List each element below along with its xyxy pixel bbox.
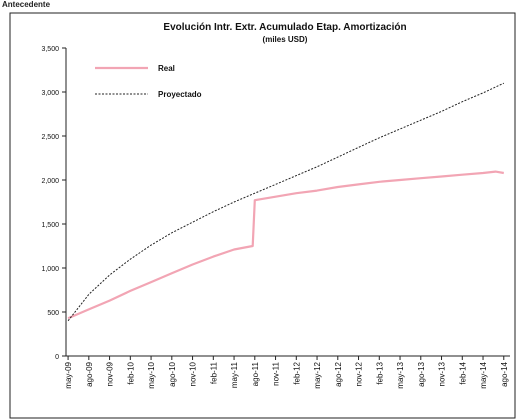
x-tick-label: feb-11 — [209, 361, 218, 384]
series-line-proyectado — [67, 82, 505, 322]
x-tick-label: may-12 — [313, 361, 322, 388]
x-tick-label: ago-09 — [85, 361, 94, 386]
x-tick-label: nov-10 — [189, 361, 198, 386]
x-tick-label: feb-10 — [126, 361, 135, 384]
x-tick-label: ago-11 — [251, 361, 260, 386]
y-tick-label: 3,500 — [41, 46, 59, 53]
legend: Real Proyectado — [95, 64, 202, 99]
x-tick-label: feb-13 — [375, 361, 384, 384]
x-tick-label: nov-13 — [438, 361, 447, 386]
x-tick-label: may-09 — [64, 361, 73, 388]
series-line-real — [67, 170, 504, 320]
y-tick-label: 2,500 — [41, 134, 59, 141]
header-caption: Antecedente — [2, 0, 51, 9]
y-tick-label: 500 — [47, 310, 59, 317]
chart-frame — [9, 12, 516, 419]
axes: 0 500 1,000 1,500 2,000 2,500 3,000 3,500 may-09… — [41, 46, 510, 389]
legend-label-proyectado: Proyectado — [158, 90, 202, 99]
x-tick-label: may-14 — [479, 361, 488, 388]
x-tick-label: may-10 — [147, 361, 156, 388]
y-tick-label: 3,000 — [41, 90, 59, 97]
x-tick-label: may-13 — [396, 361, 405, 388]
legend-label-real: Real — [158, 64, 175, 73]
y-tick-label: 1,500 — [41, 222, 59, 229]
x-tick-label: nov-11 — [272, 361, 281, 385]
chart-title: Evolución Intr. Extr. Acumulado Etap. Am… — [163, 22, 406, 33]
x-tick-label: nov-12 — [355, 361, 364, 386]
x-tick-label: ago-13 — [417, 361, 426, 386]
y-tick-label: 0 — [55, 354, 59, 361]
chart-subtitle: (miles USD) — [263, 35, 308, 44]
x-tick-label: ago-10 — [168, 361, 177, 386]
x-tick-label: may-11 — [230, 361, 239, 388]
y-tick-label: 1,000 — [41, 266, 59, 273]
x-tick-label: ago-12 — [334, 361, 343, 386]
series-group — [67, 82, 505, 322]
x-tick-label: ago-14 — [500, 361, 509, 386]
y-tick-label: 2,000 — [41, 178, 59, 185]
x-tick-label: feb-12 — [292, 361, 301, 384]
x-tick-label: nov-09 — [106, 361, 115, 386]
x-tick-label: feb-14 — [458, 361, 467, 384]
